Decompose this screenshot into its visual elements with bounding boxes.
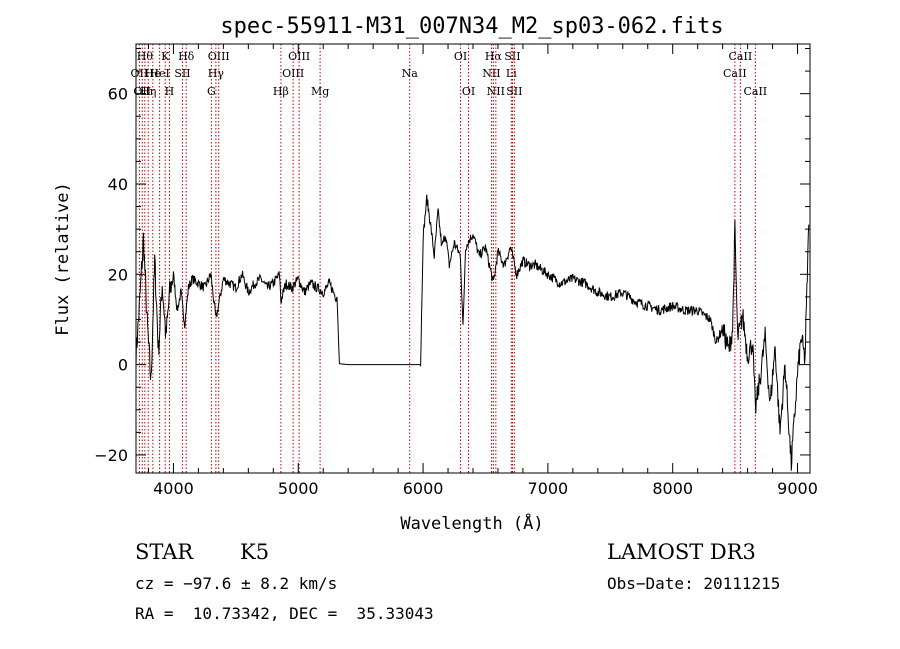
spectral-line-label-15: OIII — [288, 50, 310, 63]
spectral-line-label-16: Mg — [311, 85, 329, 98]
spectral-line-label-28: CaII — [743, 85, 767, 98]
spectral-line-label-7: H — [165, 85, 175, 98]
y-tick-label-3: 40 — [108, 175, 128, 194]
spectral-line-label-12: OIII — [208, 50, 230, 63]
x-axis-label: Wavelength (Å) — [400, 512, 543, 534]
spectrum-line — [135, 194, 810, 471]
plot-frame — [135, 43, 811, 474]
x-tick-label-1: 5000 — [278, 479, 319, 498]
x-tick-label-2: 6000 — [403, 479, 444, 498]
spectral-line-label-26: CaII — [723, 67, 747, 80]
spectral-line-label-18: OI — [454, 50, 467, 63]
spectral-line-label-27: CaII — [729, 50, 753, 63]
spectral-line-label-0: OII — [131, 67, 149, 80]
spectral-line-label-24: SII — [504, 50, 520, 63]
object-subclass: K5 — [240, 540, 270, 564]
spectral-line-label-17: Na — [402, 67, 419, 80]
x-tick-label-3: 7000 — [528, 479, 569, 498]
spectral-line-label-20: NII — [482, 67, 500, 80]
spectral-line-label-9: Hδ — [178, 50, 195, 63]
spectral-line-label-14: OIII — [282, 67, 304, 80]
spectral-line-label-19: OI — [462, 85, 475, 98]
ra-dec-coordinates: RA = 10.73342, DEC = 35.33043 — [135, 604, 434, 623]
y-tick-label-2: 20 — [108, 265, 128, 284]
spectral-line-label-2: Hθ — [137, 50, 154, 63]
y-tick-label-1: 0 — [118, 356, 128, 375]
chart-title: spec-55911-M31_007N34_M2_sp03-062.fits — [220, 14, 723, 39]
spectral-line-label-8: SII — [174, 67, 190, 80]
object-class: STAR — [135, 540, 194, 564]
spectral-line-label-11: Hγ — [208, 67, 225, 80]
x-tick-label-0: 4000 — [153, 479, 194, 498]
observation-date: Obs−Date: 20111215 — [607, 574, 781, 593]
axis-ticks: 4000 5000 6000 7000 8000 9000 −20 0 20 40 60 — [94, 44, 818, 498]
redshift-velocity: cz = −97.6 ± 8.2 km/s — [135, 574, 338, 593]
spectral-line-label-3: Hη — [140, 85, 156, 98]
spectral-line-label-1: OII — [133, 85, 151, 98]
spectral-line-label-6: K — [161, 50, 170, 63]
spectral-line-label-23: Li — [506, 67, 517, 80]
y-axis-label: Flux (relative) — [53, 182, 73, 336]
y-tick-label-4: 60 — [108, 85, 128, 104]
y-tick-label-0: −20 — [94, 446, 128, 465]
spectral-line-label-22: NII — [487, 85, 505, 98]
spectral-line-label-13: Hβ — [273, 85, 289, 98]
spectral-line-label-21: Hα — [485, 50, 503, 63]
x-tick-label-5: 9000 — [777, 479, 818, 498]
spectral-line-label-5: HeI — [149, 67, 169, 80]
spectral-line-label-10: G — [207, 85, 216, 98]
spectral-line-label-25: SII — [506, 85, 522, 98]
spectral-line-label-4: He — [145, 67, 161, 80]
spectrum-series — [135, 194, 810, 471]
survey-name: LAMOST DR3 — [607, 540, 756, 564]
x-tick-label-4: 8000 — [652, 479, 693, 498]
